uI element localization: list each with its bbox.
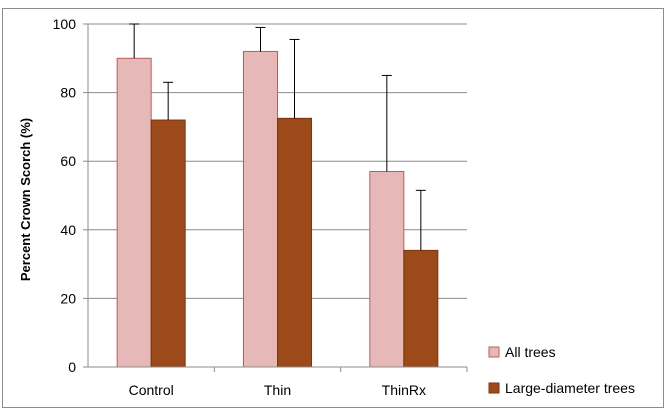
legend-swatch <box>488 346 500 358</box>
bar-large-diameter-trees-thinrx <box>403 249 439 368</box>
y-tick-label: 0 <box>68 359 76 375</box>
x-tick-label: Control <box>129 382 174 398</box>
y-tick-labels: 0 20 40 60 80 100 <box>53 16 77 375</box>
y-tick-label: 100 <box>53 16 77 32</box>
x-tick-label: ThinRx <box>382 382 426 398</box>
legend-label: Large-diameter trees <box>505 380 635 396</box>
y-tick-label: 80 <box>60 85 76 101</box>
error-bars <box>129 23 426 251</box>
legend-swatch <box>488 382 500 394</box>
bar-large-diameter-trees-control <box>150 119 186 368</box>
chart-frame <box>2 8 664 408</box>
axes <box>83 23 468 372</box>
legend: All trees Large-diameter trees <box>488 344 635 396</box>
x-tick-labels: Control Thin ThinRx <box>129 382 426 398</box>
bar-all-trees-control <box>116 57 152 368</box>
bar-all-trees-thin <box>243 50 278 368</box>
y-tick-label: 60 <box>60 153 76 169</box>
bar-all-trees-thinrx <box>369 170 405 368</box>
y-tick-label: 20 <box>60 290 76 306</box>
bar-large-diameter-trees-thin <box>277 117 312 368</box>
x-tick-label: Thin <box>264 382 291 398</box>
legend-label: All trees <box>505 344 556 360</box>
bars <box>116 50 439 368</box>
y-axis-title: Percent Crown Scorch (%) <box>18 118 33 281</box>
y-tick-label: 40 <box>60 222 76 238</box>
